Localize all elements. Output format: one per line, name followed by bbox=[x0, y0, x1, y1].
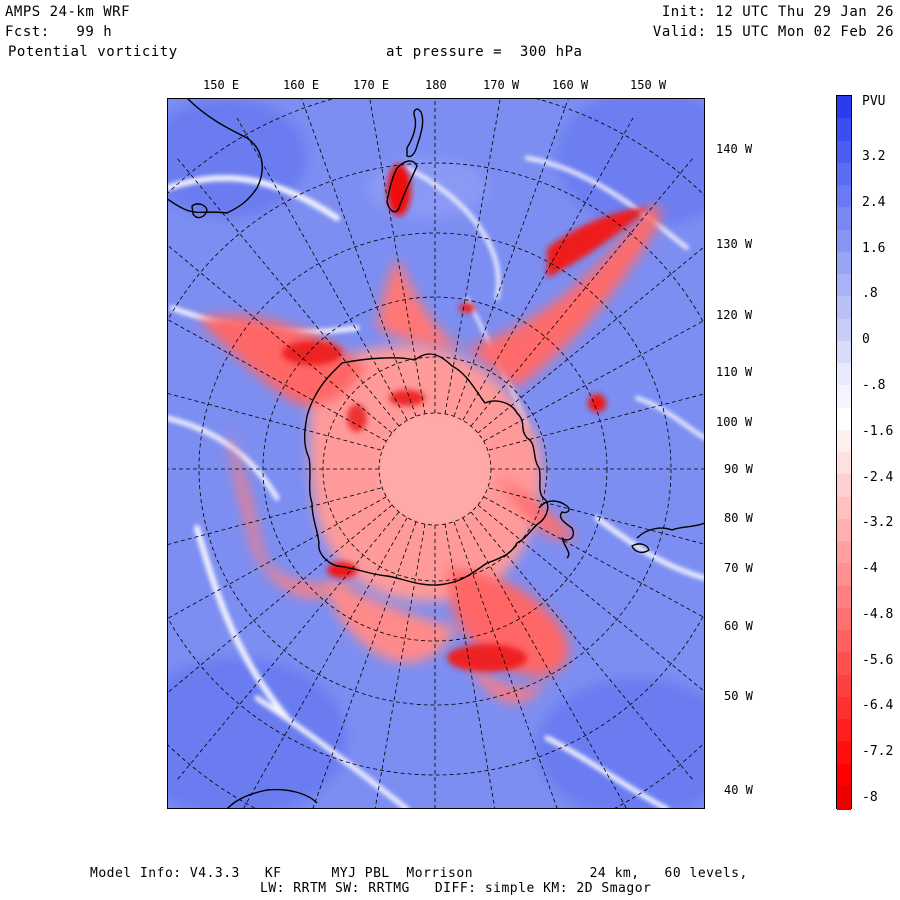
pressure-level: at pressure = 300 hPa bbox=[386, 44, 583, 60]
colorbar-tick-label: -6.4 bbox=[862, 698, 894, 714]
colorbar-segment bbox=[837, 251, 851, 276]
colorbar-segment bbox=[837, 518, 851, 543]
lon-label-80w: 80 W bbox=[724, 511, 753, 525]
colorbar-segment bbox=[837, 318, 851, 343]
lon-label-90w: 90 W bbox=[724, 462, 753, 476]
lon-label-50w: 50 W bbox=[724, 689, 753, 703]
map-border bbox=[167, 98, 705, 809]
colorbar bbox=[836, 95, 852, 810]
colorbar-tick-label: 0 bbox=[862, 332, 870, 348]
lon-label-100w: 100 W bbox=[716, 415, 753, 429]
colorbar-segment bbox=[837, 696, 851, 721]
antarctic-peninsula bbox=[538, 500, 574, 559]
model-info-line2: LW: RRTM SW: RRTMG DIFF: simple KM: 2D S… bbox=[260, 881, 652, 896]
colorbar-segment bbox=[837, 607, 851, 632]
forecast-hour: Fcst: 99 h bbox=[5, 24, 113, 40]
antarctica-coastline bbox=[303, 353, 549, 586]
field-name: Potential vorticity bbox=[8, 44, 178, 60]
lon-label-180: 180 bbox=[425, 78, 447, 92]
colorbar-segment bbox=[837, 563, 851, 587]
africa-edge bbox=[226, 788, 318, 809]
white-filaments bbox=[167, 156, 705, 809]
lon-label-170w: 170 W bbox=[483, 78, 520, 92]
potential-vorticity-map bbox=[167, 98, 705, 809]
lon-label-60w: 60 W bbox=[724, 619, 753, 633]
australia-coast bbox=[167, 98, 263, 214]
new-zealand-south bbox=[386, 160, 418, 213]
colorbar-segment bbox=[837, 541, 851, 565]
colorbar-segment bbox=[837, 296, 851, 320]
lon-label-130w: 130 W bbox=[716, 237, 753, 251]
colorbar-segment bbox=[837, 96, 851, 120]
colorbar-segment bbox=[837, 162, 851, 187]
tierra-del-fuego bbox=[631, 543, 650, 554]
colorbar-segment bbox=[837, 496, 851, 521]
lon-label-40w: 40 W bbox=[724, 783, 753, 797]
colorbar-segment bbox=[837, 118, 851, 142]
colorbar-segment bbox=[837, 274, 851, 298]
colorbar-tick-label: -5.6 bbox=[862, 652, 894, 668]
colorbar-tick-label: -.8 bbox=[862, 377, 886, 393]
colorbar-tick-label: -2.4 bbox=[862, 469, 894, 485]
lon-label-70w: 70 W bbox=[724, 561, 753, 575]
init-time: Init: 12 UTC Thu 29 Jan 26 bbox=[661, 4, 894, 20]
colorbar-tick-label: 3.2 bbox=[862, 149, 886, 164]
lon-label-160w: 160 W bbox=[552, 78, 589, 92]
lon-label-150w: 150 W bbox=[630, 78, 667, 92]
tasmania bbox=[191, 203, 208, 219]
meridians bbox=[167, 98, 705, 809]
lon-label-160e: 160 E bbox=[283, 78, 320, 92]
new-zealand-north bbox=[406, 108, 424, 158]
lon-label-120w: 120 W bbox=[716, 308, 753, 322]
colorbar-segment bbox=[837, 185, 851, 209]
colorbar-segment bbox=[837, 674, 851, 699]
lon-label-140w: 140 W bbox=[716, 142, 753, 156]
lon-label-170e: 170 E bbox=[353, 78, 390, 92]
colorbar-segment bbox=[837, 652, 851, 676]
colorbar-segment bbox=[837, 407, 851, 432]
colorbar-segment bbox=[837, 452, 851, 476]
colorbar-tick-label: -3.2 bbox=[862, 515, 894, 531]
colorbar-tick-label: -7.2 bbox=[862, 744, 894, 760]
colorbar-tick-label: .8 bbox=[862, 286, 878, 302]
colorbar-segment bbox=[837, 340, 851, 365]
coastlines bbox=[167, 98, 705, 809]
colorbar-segment bbox=[837, 207, 851, 231]
model-info-line1: Model Info: V4.3.3 KF MYJ PBL Morrison 2… bbox=[90, 866, 748, 881]
valid-time: Valid: 15 UTC Mon 02 Feb 26 bbox=[652, 24, 894, 40]
colorbar-tick-label: 2.4 bbox=[862, 194, 886, 210]
colorbar-segment bbox=[837, 229, 851, 254]
model-title: AMPS 24-km WRF bbox=[5, 4, 131, 20]
colorbar-segment bbox=[837, 763, 851, 788]
lon-label-110w: 110 W bbox=[716, 365, 753, 379]
colorbar-segment bbox=[837, 741, 851, 765]
colorbar-segment bbox=[837, 785, 851, 810]
colorbar-tick-label: -4 bbox=[862, 561, 878, 577]
colorbar-unit: PVU bbox=[862, 94, 886, 109]
colorbar-segment bbox=[837, 474, 851, 498]
colorbar-segment bbox=[837, 140, 851, 165]
colorbar-segment bbox=[837, 363, 851, 387]
colorbar-tick-label: -1.6 bbox=[862, 423, 894, 439]
colorbar-segment bbox=[837, 719, 851, 743]
polar-inner-region bbox=[379, 413, 491, 525]
south-america-tip bbox=[636, 522, 705, 539]
colorbar-tick-label: 1.6 bbox=[862, 240, 886, 256]
colorbar-tick-label: -4.8 bbox=[862, 606, 894, 622]
colorbar-segment bbox=[837, 630, 851, 654]
colorbar-segment bbox=[837, 385, 851, 409]
lon-label-150e: 150 E bbox=[203, 78, 240, 92]
colorbar-segment bbox=[837, 585, 851, 610]
colorbar-segment bbox=[837, 429, 851, 454]
colorbar-tick-label: -8 bbox=[862, 790, 878, 805]
